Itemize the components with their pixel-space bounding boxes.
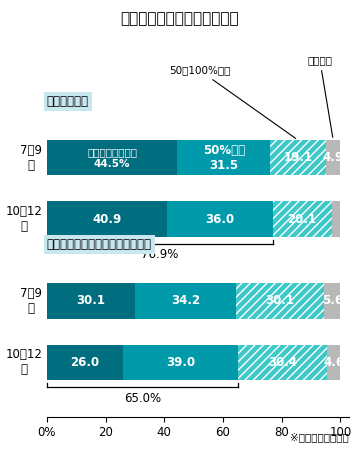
Text: 30.1: 30.1	[76, 294, 105, 308]
Bar	[326, 140, 341, 175]
Bar	[238, 345, 327, 380]
Text: 労務費の転嫁: 労務費の転嫁	[47, 95, 89, 108]
Bar	[273, 202, 332, 237]
Text: 10〜12
月: 10〜12 月	[5, 348, 42, 376]
Text: 20.1: 20.1	[288, 212, 316, 226]
Text: 原油・原材料・仕入れ価格の転嫁: 原油・原材料・仕入れ価格の転嫁	[47, 238, 152, 251]
Bar	[235, 283, 324, 318]
Bar	[327, 345, 341, 380]
Text: 4.6: 4.6	[323, 356, 344, 369]
Text: 県内中小企業の価格転嫁状況: 県内中小企業の価格転嫁状況	[121, 11, 239, 26]
Text: 50%未満
31.5: 50%未満 31.5	[203, 144, 245, 172]
Text: 全くできていない
44.5%: 全くできていない 44.5%	[87, 147, 137, 169]
Text: ※県経済産業部調べ: ※県経済産業部調べ	[291, 432, 349, 442]
Bar	[177, 140, 270, 175]
Text: 19.1: 19.1	[283, 151, 312, 164]
Bar	[270, 140, 326, 175]
Bar	[47, 345, 123, 380]
Text: 76.9%: 76.9%	[141, 248, 178, 261]
Bar	[47, 283, 135, 318]
Bar	[135, 283, 235, 318]
Text: 7〜9
月: 7〜9 月	[21, 144, 42, 172]
Bar	[47, 140, 177, 175]
Text: 4.9: 4.9	[323, 151, 344, 164]
Text: 10〜12
月: 10〜12 月	[5, 205, 42, 233]
Bar	[332, 202, 341, 237]
Text: 7〜9
月: 7〜9 月	[21, 287, 42, 315]
Text: 26.0: 26.0	[71, 356, 99, 369]
Text: 40.9: 40.9	[92, 212, 121, 226]
Bar	[324, 283, 341, 318]
Text: 39.0: 39.0	[166, 356, 195, 369]
Bar	[123, 345, 238, 380]
Text: 5.6: 5.6	[321, 294, 343, 308]
Text: 全て転嫁: 全て転嫁	[307, 55, 333, 137]
Text: 34.2: 34.2	[171, 294, 200, 308]
Bar	[167, 202, 273, 237]
Text: 65.0%: 65.0%	[123, 391, 161, 405]
Text: 36.0: 36.0	[205, 212, 234, 226]
Bar	[47, 202, 167, 237]
Text: 30.1: 30.1	[265, 294, 294, 308]
Text: 30.4: 30.4	[268, 356, 297, 369]
Text: 50〜100%未満: 50〜100%未満	[169, 65, 296, 139]
